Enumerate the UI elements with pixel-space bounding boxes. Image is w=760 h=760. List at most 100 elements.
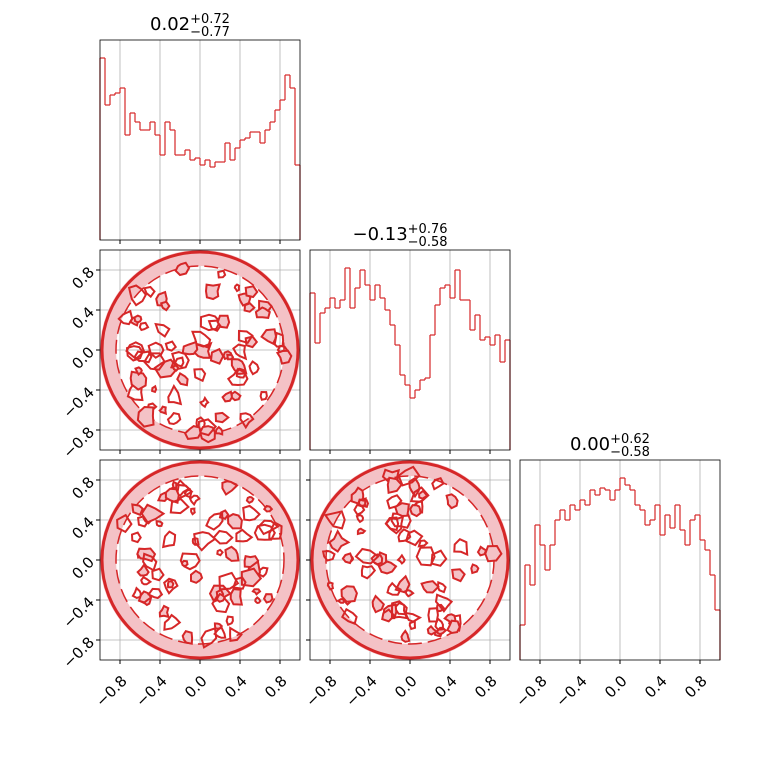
contour	[248, 360, 260, 376]
title-lower: −0.58	[408, 235, 448, 250]
contour	[221, 390, 234, 403]
contour	[384, 516, 400, 532]
contour	[403, 589, 415, 598]
x-tick-label: 0.0	[391, 672, 421, 702]
contour	[136, 563, 150, 577]
contour	[169, 497, 190, 515]
contour	[174, 261, 191, 277]
contour	[448, 614, 462, 632]
contour	[436, 580, 447, 594]
contour	[134, 366, 143, 377]
contour	[237, 329, 254, 344]
contour	[142, 552, 158, 572]
contour	[259, 390, 268, 401]
contour	[176, 371, 189, 387]
contour	[183, 488, 193, 499]
contour	[253, 523, 276, 541]
panel: −0.13+0.76 −0.58	[309, 222, 511, 454]
contour	[190, 569, 204, 584]
contour-group	[100, 250, 300, 450]
panel: 0.00+0.62 −0.58	[519, 432, 721, 664]
contour-ring	[100, 460, 300, 660]
contour	[158, 405, 168, 416]
contour-ring	[100, 460, 300, 660]
contour	[173, 356, 185, 368]
contour	[427, 607, 439, 623]
contour	[355, 513, 365, 524]
x-tick-label: −0.8	[302, 672, 340, 710]
title-upper: +0.62	[610, 432, 650, 447]
contour-group	[310, 460, 510, 660]
title-value: 0.00	[570, 434, 610, 455]
contour	[357, 497, 367, 507]
contour	[262, 593, 274, 604]
contour	[396, 553, 406, 565]
contour	[218, 571, 240, 591]
contour	[130, 531, 142, 544]
x-tick-label: 0.0	[601, 672, 631, 702]
contour	[190, 507, 196, 516]
y-tick-label: 0.0	[68, 343, 98, 373]
contour	[193, 531, 217, 552]
x-tick-label: −0.4	[132, 672, 170, 710]
x-tick-label: −0.8	[92, 672, 130, 710]
y-tick-label: −0.8	[60, 633, 98, 671]
contour	[127, 284, 147, 307]
contour	[188, 494, 201, 507]
title-upper: +0.76	[408, 222, 448, 237]
contour	[393, 502, 410, 518]
contour	[171, 480, 178, 490]
contour	[221, 480, 239, 496]
contour-ring	[100, 250, 300, 450]
contour	[409, 504, 422, 518]
x-tick-label: 0.4	[431, 672, 461, 702]
contour	[235, 528, 254, 543]
contour	[326, 581, 335, 591]
contour	[229, 626, 243, 642]
contour	[181, 630, 194, 645]
contour-ring	[100, 250, 300, 450]
contour	[243, 302, 256, 313]
panel-title: 0.02+0.72 −0.77	[150, 12, 230, 40]
contour	[386, 476, 403, 495]
contour	[233, 283, 241, 293]
contour	[166, 411, 182, 426]
title-lower: −0.77	[190, 25, 230, 40]
contour	[420, 580, 440, 594]
contour	[215, 592, 226, 603]
panel: 0.02+0.72 −0.77	[99, 12, 301, 244]
contour	[397, 528, 412, 543]
title-value: −0.13	[352, 224, 407, 245]
contour	[151, 567, 165, 582]
contour	[125, 345, 144, 362]
contour	[164, 487, 180, 505]
x-tick-label: 0.0	[181, 672, 211, 702]
contour	[340, 585, 358, 603]
title-upper: +0.72	[190, 12, 230, 27]
contour	[391, 600, 409, 620]
contour	[133, 350, 153, 364]
contour	[213, 622, 224, 630]
title-lower: −0.58	[610, 445, 650, 460]
panel-frame	[519, 459, 721, 661]
contour	[164, 340, 178, 352]
contour	[451, 568, 466, 583]
contour	[409, 486, 430, 503]
y-tick-label: 0.4	[68, 513, 98, 543]
x-tick-label: 0.8	[681, 672, 711, 702]
contour	[341, 607, 358, 626]
panel-title: 0.00+0.62 −0.58	[570, 432, 650, 460]
y-tick-label: −0.8	[60, 423, 98, 461]
contour	[226, 513, 243, 530]
x-tick-label: −0.4	[552, 672, 590, 710]
panel-frame	[99, 39, 301, 241]
contour	[235, 367, 247, 379]
contour	[151, 384, 158, 394]
contour	[386, 581, 402, 596]
contour	[431, 476, 445, 491]
contour	[204, 283, 222, 301]
contour	[242, 504, 261, 522]
contour	[272, 331, 285, 348]
contour	[213, 625, 227, 639]
